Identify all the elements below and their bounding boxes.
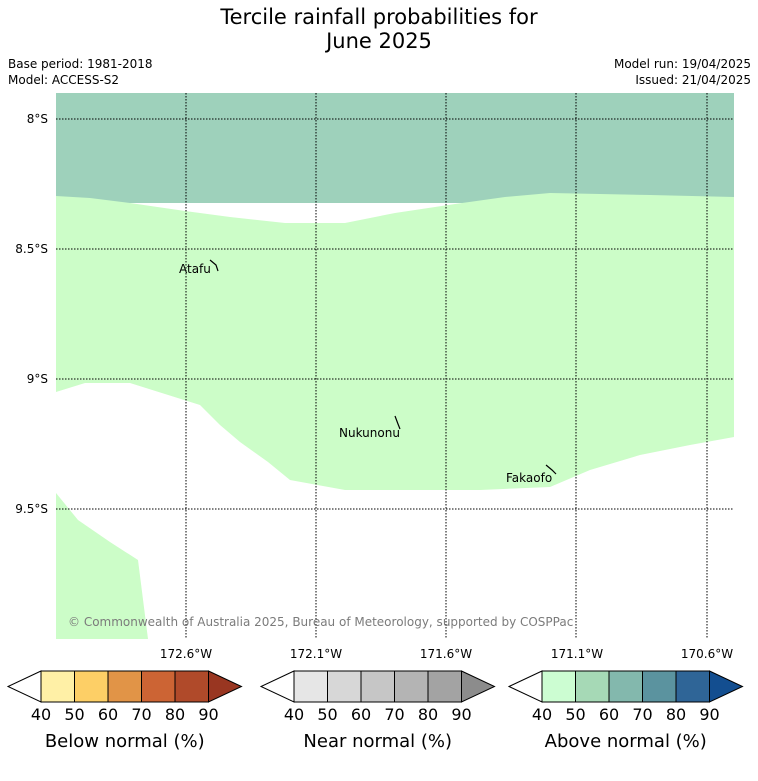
- colorbar-tick-label: 40: [532, 705, 552, 724]
- atoll-outlines: [209, 259, 557, 475]
- base-period: Base period: 1981-2018: [8, 57, 153, 71]
- map-title-line2: June 2025: [326, 29, 432, 53]
- latitude-labels: 8°S 8.5°S 9°S 9.5°S: [15, 112, 48, 516]
- colorbar-tick-label: 70: [384, 705, 404, 724]
- colorbar-2: 40 50 60 70 80 90 Near normal (%): [259, 670, 496, 752]
- place-label-atafu: Atafu: [179, 262, 211, 276]
- lon-label: 172.1°W: [290, 647, 342, 661]
- colorbar-segment: [394, 670, 429, 703]
- graticule: [56, 93, 734, 639]
- colorbar-segment: [141, 670, 176, 703]
- colorbar-tick-label: 70: [632, 705, 652, 724]
- colorbar-tick-label: 50: [317, 705, 337, 724]
- colorbar-tick-label: 80: [418, 705, 438, 724]
- model-run: Model run: 19/04/2025: [613, 57, 751, 71]
- colorbar-segment: [360, 670, 395, 703]
- colorbar-under-triangle: [259, 670, 295, 703]
- place-label-fakaofo: Fakaofo: [506, 471, 552, 485]
- colorbar-segment: [327, 670, 362, 703]
- colorbar-segment: [74, 670, 109, 703]
- region-above-40-50-southwest: [56, 493, 148, 639]
- colorbar-over-triangle: [461, 670, 496, 703]
- longitude-labels: 172.6°W 172.1°W 171.6°W 171.1°W 170.6°W: [160, 647, 733, 661]
- colorbar-title: Below normal (%): [45, 731, 205, 752]
- colorbar-tick-label: 90: [198, 705, 218, 724]
- colorbar-segment: [675, 670, 710, 703]
- place-labels: Atafu Nukunonu Fakaofo: [179, 262, 552, 485]
- colorbar-over-triangle: [709, 670, 744, 703]
- colorbar-tick-label: 40: [284, 705, 304, 724]
- colorbar-title: Near normal (%): [303, 731, 452, 752]
- colorbar-under-triangle: [6, 670, 42, 703]
- colorbar-segment: [40, 670, 75, 703]
- region-above-50-60: [56, 93, 734, 203]
- colorbar-tick-label: 80: [666, 705, 686, 724]
- colorbar-segment: [642, 670, 677, 703]
- model-name: Model: ACCESS-S2: [8, 73, 120, 87]
- issued-date: Issued: 21/04/2025: [635, 73, 751, 87]
- lon-label: 172.6°W: [160, 647, 212, 661]
- colorbar-tick-label: 40: [31, 705, 51, 724]
- colorbar-segment: [174, 670, 209, 703]
- colorbar-legends: 40 50 60 70 80 90 Below normal (%) 40 50 60 70 80 90…: [6, 670, 744, 752]
- place-label-nukunonu: Nukunonu: [339, 426, 400, 440]
- lat-label: 8°S: [27, 112, 48, 126]
- colorbar-segment: [608, 670, 643, 703]
- map-title-line1: Tercile rainfall probabilities for: [220, 5, 538, 29]
- colorbar-tick-label: 90: [699, 705, 719, 724]
- colorbar-under-triangle: [507, 670, 543, 703]
- colorbar-tick-label: 90: [451, 705, 471, 724]
- colorbar-tick-label: 80: [165, 705, 185, 724]
- colorbar-tick-label: 50: [565, 705, 585, 724]
- colorbar-over-triangle: [208, 670, 243, 703]
- colorbar-tick-label: 70: [131, 705, 151, 724]
- lon-label: 170.6°W: [681, 647, 733, 661]
- colorbar-segment: [427, 670, 462, 703]
- region-above-40-50: [56, 193, 734, 490]
- colorbar-segment: [575, 670, 610, 703]
- lon-label: 171.6°W: [420, 647, 472, 661]
- colorbar-tick-label: 50: [64, 705, 84, 724]
- colorbar-1: 40 50 60 70 80 90 Below normal (%): [6, 670, 243, 752]
- colorbar-segment: [107, 670, 142, 703]
- lat-label: 8.5°S: [15, 242, 48, 256]
- probability-regions: [56, 93, 734, 639]
- colorbar-tick-label: 60: [599, 705, 619, 724]
- colorbar-title: Above normal (%): [545, 731, 707, 752]
- colorbar-tick-label: 60: [98, 705, 118, 724]
- colorbar-segment: [293, 670, 328, 703]
- lat-label: 9.5°S: [15, 502, 48, 516]
- copyright-notice: © Commonwealth of Australia 2025, Bureau…: [68, 615, 573, 629]
- colorbar-3: 40 50 60 70 80 90 Above normal (%): [507, 670, 744, 752]
- colorbar-segment: [541, 670, 576, 703]
- lat-label: 9°S: [27, 372, 48, 386]
- lon-label: 171.1°W: [551, 647, 603, 661]
- colorbar-tick-label: 60: [351, 705, 371, 724]
